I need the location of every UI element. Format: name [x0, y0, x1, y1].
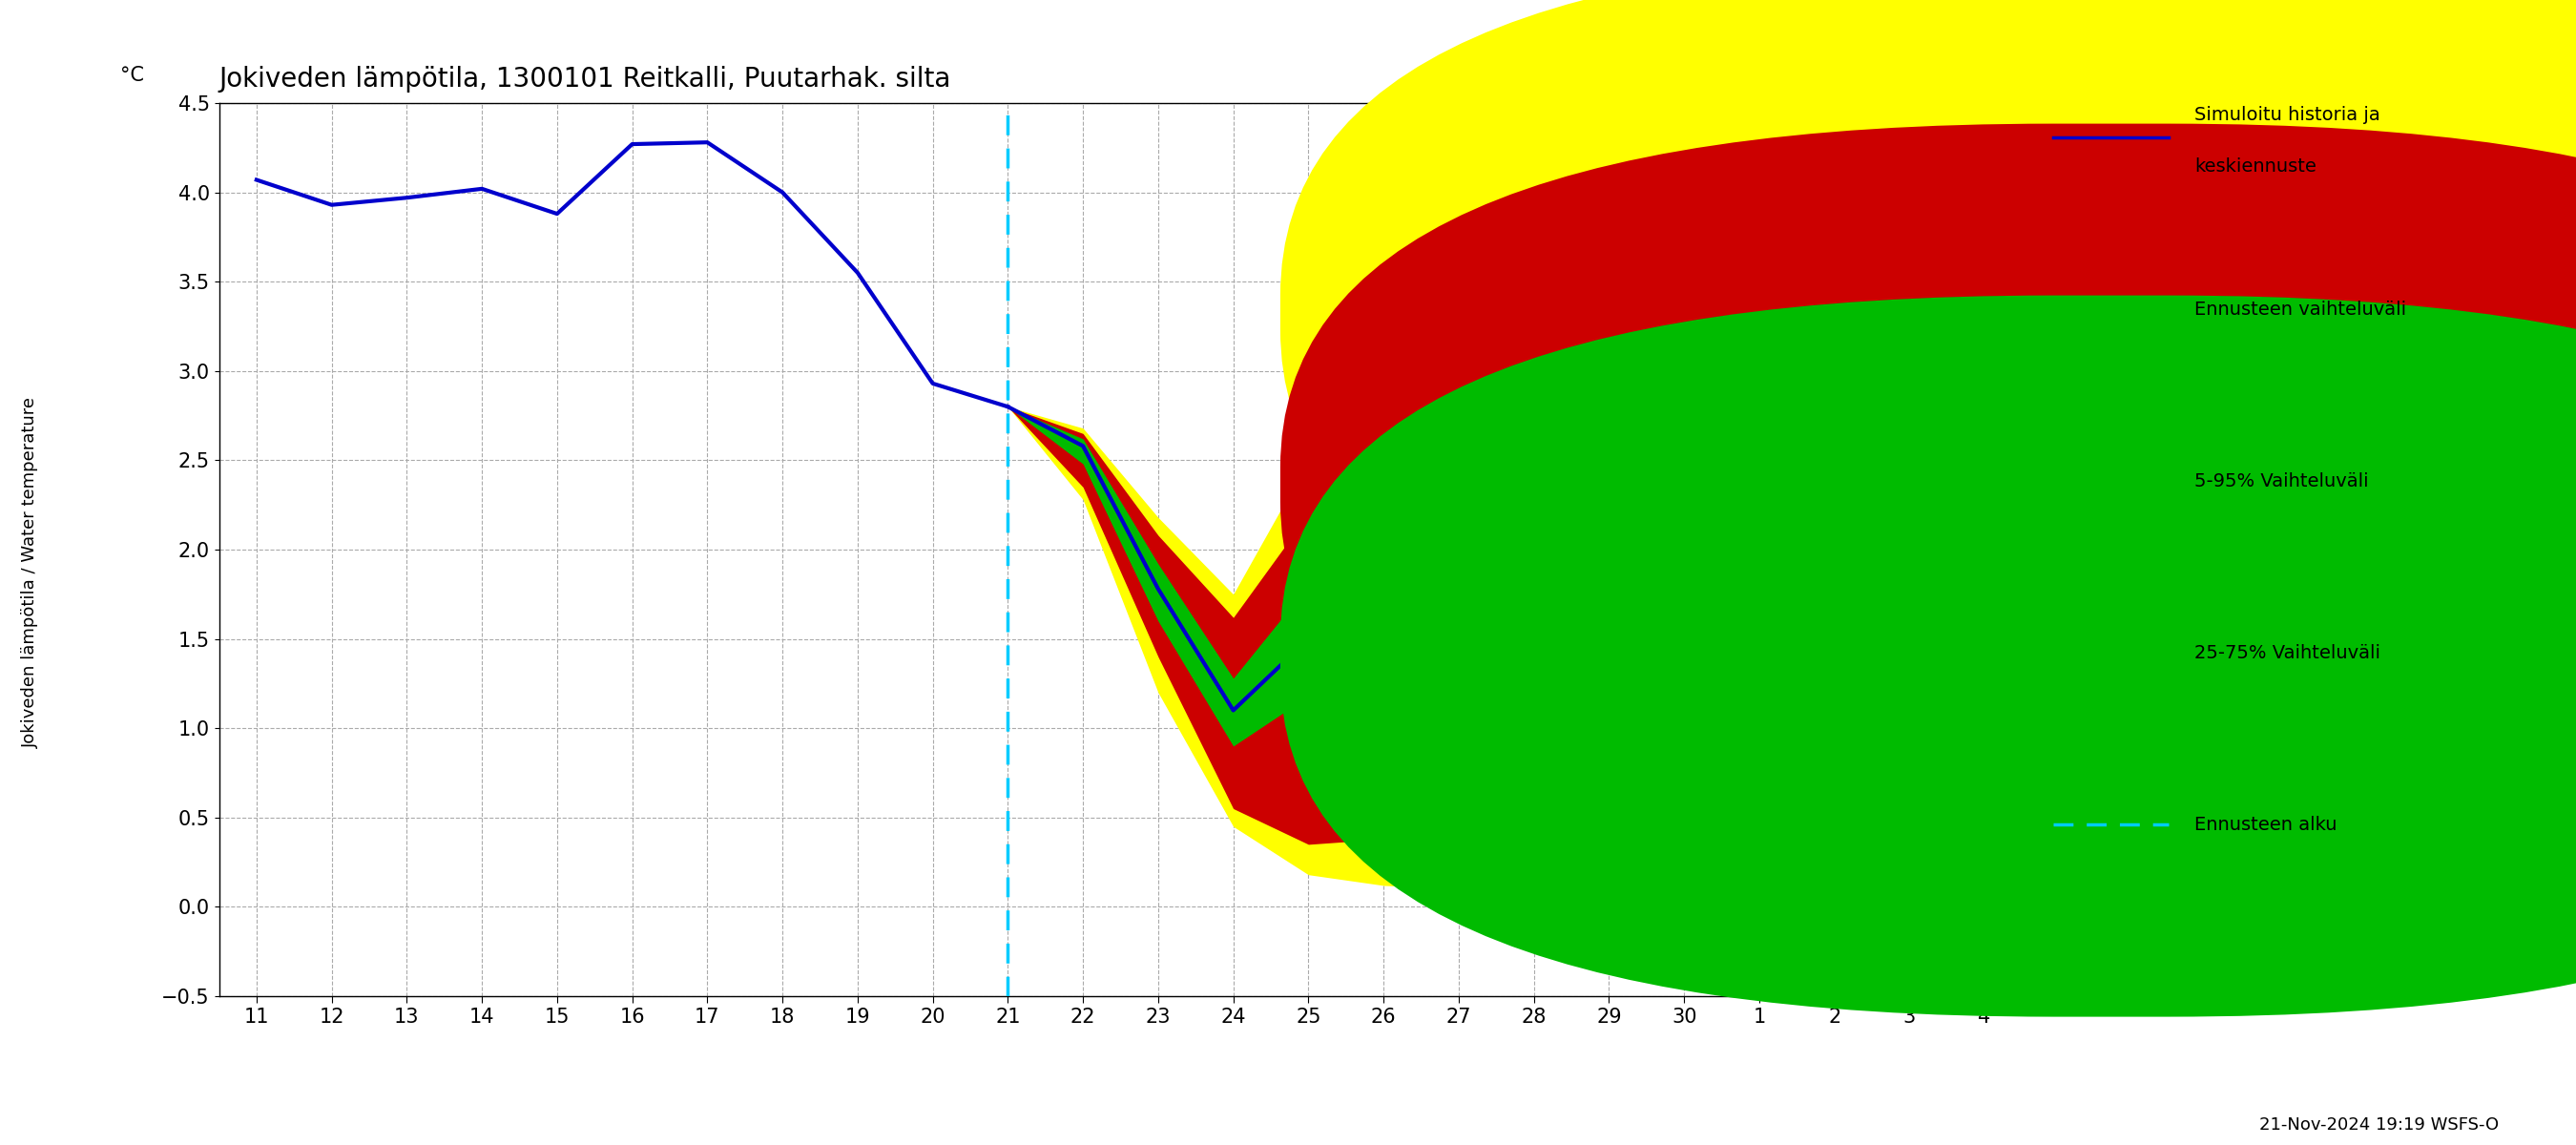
Text: °C: °C	[121, 66, 144, 85]
Text: Ennusteen vaihteluväli: Ennusteen vaihteluväli	[2195, 300, 2406, 318]
Text: Ennusteen alku: Ennusteen alku	[2195, 815, 2336, 834]
Text: keskiennuste: keskiennuste	[2195, 157, 2316, 175]
Text: 25-75% Vaihteluväli: 25-75% Vaihteluväli	[2195, 643, 2380, 662]
Text: 5-95% Vaihteluväli: 5-95% Vaihteluväli	[2195, 472, 2370, 490]
Text: 21-Nov-2024 19:19 WSFS-O: 21-Nov-2024 19:19 WSFS-O	[2259, 1116, 2499, 1134]
Text: Jokiveden lämpötila / Water temperature: Jokiveden lämpötila / Water temperature	[23, 397, 39, 748]
Text: Simuloitu historia ja: Simuloitu historia ja	[2195, 105, 2380, 124]
Text: Jokiveden lämpötila, 1300101 Reitkalli, Puutarhak. silta: Jokiveden lämpötila, 1300101 Reitkalli, …	[219, 66, 951, 93]
